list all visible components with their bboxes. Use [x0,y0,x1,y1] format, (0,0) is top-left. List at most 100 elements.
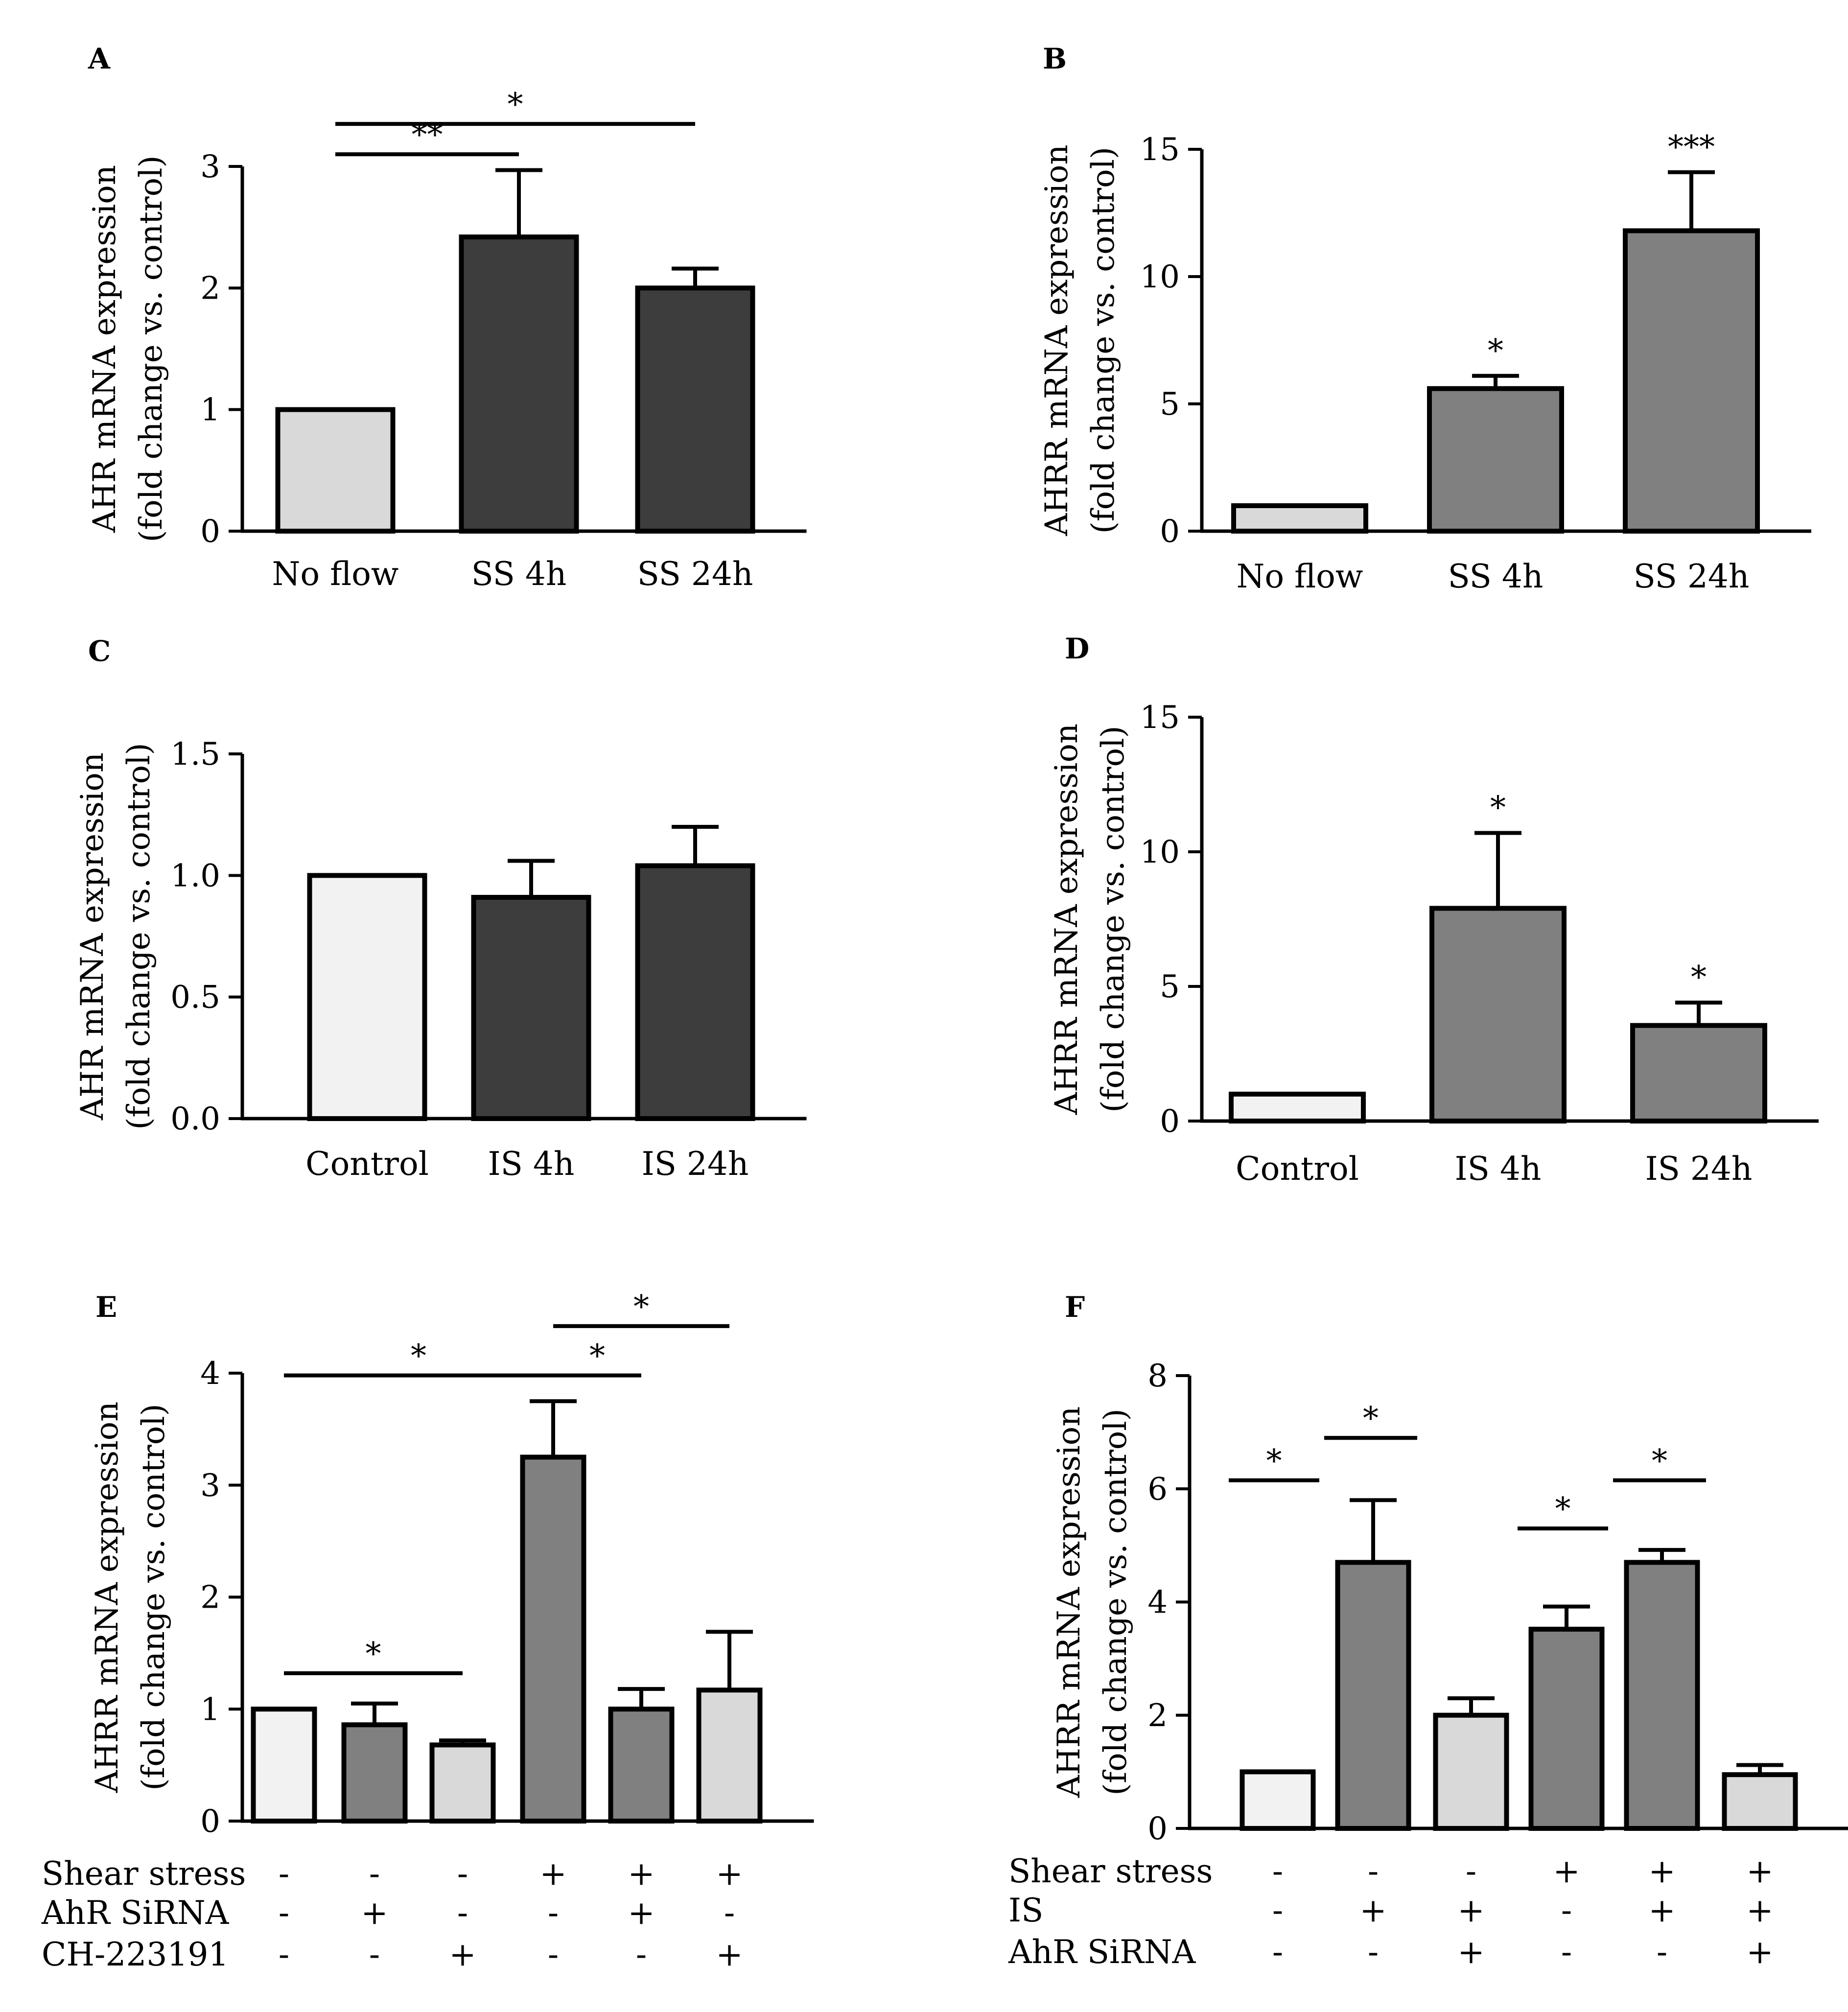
y-axis-label: AHR mRNA expression [74,752,111,1121]
condition-sign: + [1359,1892,1386,1929]
category-label: SS 24h [637,555,753,593]
condition-label: Shear stress [1008,1852,1213,1890]
condition-sign: - [457,1894,468,1932]
condition-sign: - [1368,1933,1379,1971]
category-label: SS 4h [1448,558,1544,595]
bar [251,1707,317,1824]
y-tick-label: 3 [200,149,220,185]
condition-sign: - [724,1894,735,1932]
panel-label: A [88,42,111,75]
y-tick-label: 2 [200,1580,220,1616]
y-tick-label: 0 [200,1803,220,1840]
bar [1630,1023,1767,1123]
condition-sign: + [1746,1852,1773,1890]
panel-label: F [1065,1290,1085,1324]
condition-sign: - [1272,1933,1283,1971]
condition-sign: + [539,1855,566,1893]
bar [307,873,427,1122]
condition-sign: + [1746,1933,1773,1971]
y-tick-label: 6 [1147,1471,1168,1507]
condition-label: CH-223191 [42,1936,229,1973]
condition-sign: - [636,1936,647,1973]
panel-e: E AHRR mRNA expression (fold change vs. co… [41,1289,814,1973]
significance-star: * [1363,1401,1379,1437]
bar [1433,1712,1509,1831]
condition-sign: + [1457,1933,1484,1971]
y-tick-label: 0 [1160,514,1180,550]
y-tick-label: 2 [1147,1698,1168,1734]
condition-sign: - [1368,1852,1379,1890]
y-tick-label: 1.0 [170,858,220,894]
y-axis-label: AHRR mRNA expression [1039,144,1075,537]
y-axis-label: AHRR mRNA expression [1051,1406,1087,1799]
category-label: IS 24h [1645,1150,1753,1188]
bar [1335,1560,1411,1831]
category-label: No flow [272,555,399,593]
y-tick-label: 4 [1147,1585,1168,1621]
y-tick-label: 0 [200,514,220,550]
significance-star: * [366,1636,381,1672]
category-label: Control [305,1145,429,1183]
panel-c: C AHR mRNA expression (fold change vs. con… [74,634,807,1183]
significance-star: * [411,1338,426,1375]
bar [1722,1772,1798,1831]
significance-star: * [1266,1443,1282,1479]
bar [429,1742,496,1824]
condition-sign: - [457,1855,468,1893]
panel-b: B AHRR mRNA expression (fold change vs. co… [1039,42,1811,595]
condition-sign: + [1553,1852,1580,1890]
y-axis-label: AHRR mRNA expression [89,1402,125,1794]
condition-sign: - [279,1855,289,1893]
y-tick-label: 2 [200,270,220,306]
y-tick-label: 10 [1140,834,1180,870]
significance-star: * [1555,1491,1571,1527]
condition-label: Shear stress [42,1855,246,1893]
bar [1528,1627,1605,1831]
bar [1429,906,1567,1123]
condition-sign: + [1648,1852,1675,1890]
bar [341,1722,408,1824]
bar [459,234,579,534]
condition-sign: - [1561,1933,1572,1971]
y-tick-label: 10 [1140,259,1180,295]
condition-sign: - [369,1855,380,1893]
condition-sign: + [1746,1892,1773,1929]
bar [275,407,396,534]
condition-sign: + [361,1894,388,1932]
panel-label: D [1065,632,1089,665]
y-axis-label: (fold change vs. control) [1095,725,1131,1112]
significance-star: * [508,87,523,123]
panel-label: E [95,1290,117,1324]
condition-sign: - [1561,1892,1572,1929]
category-label: IS 4h [488,1145,575,1183]
panel-a: A AHR mRNA expression (fold change vs. con… [87,42,807,593]
y-tick-label: 0.0 [170,1101,220,1137]
y-axis-label: (fold change vs. control) [133,155,169,542]
category-label: SS 24h [1634,558,1750,595]
y-axis-label: (fold change vs. control) [1085,147,1122,534]
y-axis-label: AHRR mRNA expression [1049,724,1085,1116]
bar [1624,1560,1700,1831]
bar [635,285,755,534]
significance-star: * [1488,333,1503,369]
y-tick-label: 5 [1160,969,1180,1005]
significance-star: * [1490,790,1506,826]
condition-label: AhR SiRNA [1008,1933,1196,1971]
bar [520,1454,586,1824]
bar [1623,228,1760,534]
condition-sign: - [1272,1892,1283,1929]
y-tick-label: 0.5 [170,980,220,1016]
condition-sign: + [628,1855,655,1893]
bar [696,1687,763,1824]
y-axis-label: AHR mRNA expression [87,165,123,533]
significance-star: * [589,1338,605,1375]
condition-sign: + [716,1936,743,1973]
y-tick-label: 15 [1140,700,1180,736]
category-label: IS 4h [1455,1150,1542,1188]
condition-sign: - [548,1894,559,1932]
condition-sign: - [279,1894,289,1932]
condition-label: IS [1008,1892,1043,1929]
significance-star: * [1652,1443,1667,1479]
condition-label: AhR SiRNA [41,1894,230,1932]
